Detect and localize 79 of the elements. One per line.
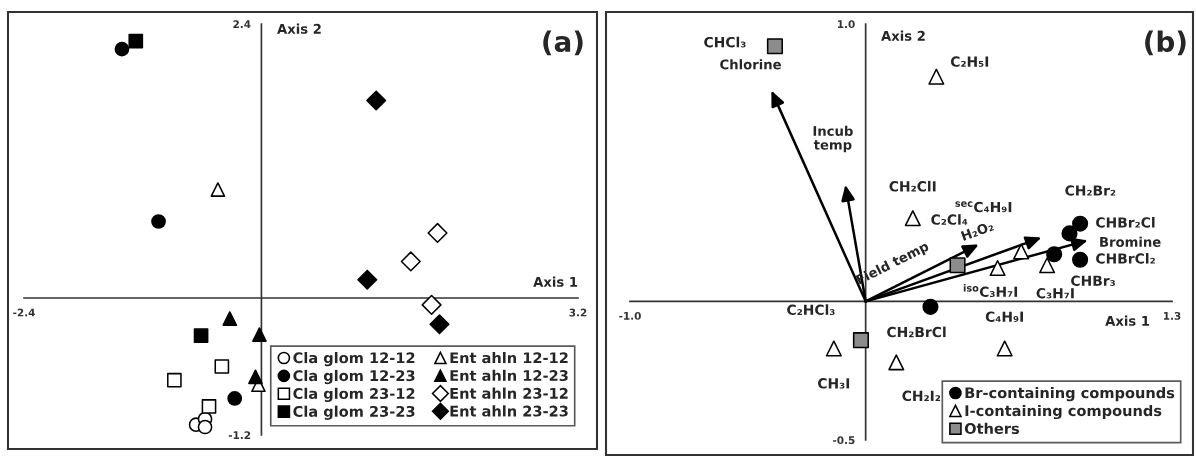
annotation: CHBr₂Cl xyxy=(1096,216,1155,228)
point xyxy=(825,340,842,357)
x-tick-label: -1.0 xyxy=(619,311,641,320)
x-tick-label: 3.2 xyxy=(569,308,587,317)
y-tick-label: -1.2 xyxy=(228,431,251,439)
x-axis-title: Axis 1 xyxy=(1105,315,1150,326)
point xyxy=(114,41,130,57)
y-tick-label: -0.5 xyxy=(833,436,855,445)
point xyxy=(421,294,442,315)
point xyxy=(427,222,448,244)
point xyxy=(248,369,263,385)
point xyxy=(852,332,869,349)
legend-label: Cla glom 12-23 xyxy=(293,369,415,385)
point xyxy=(1039,257,1056,274)
annotation: Chlorine xyxy=(720,59,781,70)
x-tick-label: -2.4 xyxy=(13,308,35,317)
point xyxy=(996,340,1013,357)
legend-label: Ent ahln 23-23 xyxy=(450,405,568,417)
annotation: CH₂ClI xyxy=(889,180,936,192)
point xyxy=(1061,225,1078,242)
point xyxy=(888,354,905,371)
annotation: CH₃I xyxy=(818,378,850,389)
point xyxy=(1046,246,1063,263)
x-axis-title: Axis 1 xyxy=(533,276,578,287)
point xyxy=(922,298,939,315)
legend-label: I-containing compounds xyxy=(965,404,1162,420)
x-tick-label: 1.3 xyxy=(1163,311,1181,320)
point xyxy=(210,182,226,197)
legend-label: Cla glom 12-12 xyxy=(293,352,415,367)
point xyxy=(201,399,217,414)
annotation: $^{iso}$C₃H₇I xyxy=(963,284,1018,298)
annotation: C₂H₅I xyxy=(950,56,989,67)
point xyxy=(400,251,421,272)
point xyxy=(167,372,182,388)
point xyxy=(151,214,166,229)
annotation: CH₂Br₂ xyxy=(1065,185,1116,196)
legend-label: Cla glom 23-12 xyxy=(293,387,415,402)
point xyxy=(766,38,783,55)
y-tick-label: 1.0 xyxy=(837,20,855,29)
annotation: C₂Cl₄ xyxy=(931,214,968,225)
point xyxy=(366,90,387,111)
point xyxy=(928,68,945,85)
annotation: C₄H₉I xyxy=(985,311,1023,322)
point xyxy=(193,328,209,344)
point xyxy=(989,260,1006,277)
annotation: CHBr₃ xyxy=(1071,275,1115,286)
legend-label: Ent ahln 12-23 xyxy=(450,369,568,382)
point xyxy=(197,419,213,435)
point xyxy=(357,269,378,290)
annotation: C₂HCl₃ xyxy=(787,304,835,316)
annotation: CH₂BrCl xyxy=(887,326,946,338)
legend-label: Br-containing compounds xyxy=(965,387,1175,402)
chart-title: (b) xyxy=(1145,30,1186,56)
annotation: $^{sec}$C₄H₉I xyxy=(955,201,1012,213)
point xyxy=(128,33,144,49)
legend-label: Ent ahln 23-12 xyxy=(450,387,568,399)
point xyxy=(252,327,267,342)
y-axis-title: Axis 2 xyxy=(881,30,925,41)
legend-label: Others xyxy=(964,422,1019,435)
annotation: Incub temp xyxy=(813,125,853,153)
annotation: C₃H₇I xyxy=(1036,287,1074,299)
annotation: Bromine xyxy=(1100,236,1161,247)
annotation: CH₂I₂ xyxy=(902,390,941,402)
point xyxy=(222,311,238,326)
point xyxy=(214,359,230,374)
annotation: CHCl₃ xyxy=(704,36,746,48)
point xyxy=(429,314,450,335)
legend-label: Cla glom 23-23 xyxy=(293,405,415,420)
y-axis-title: Axis 2 xyxy=(277,23,321,34)
annotation: CHBrCl₂ xyxy=(1096,253,1155,264)
point xyxy=(949,257,966,274)
legend-label: Ent ahln 12-12 xyxy=(450,352,568,364)
point xyxy=(227,391,243,406)
y-tick-label: 2.4 xyxy=(233,20,251,28)
point xyxy=(904,210,921,227)
point xyxy=(1072,215,1089,232)
point xyxy=(1072,251,1089,268)
chart-title: (a) xyxy=(543,30,583,56)
point xyxy=(1013,243,1030,260)
